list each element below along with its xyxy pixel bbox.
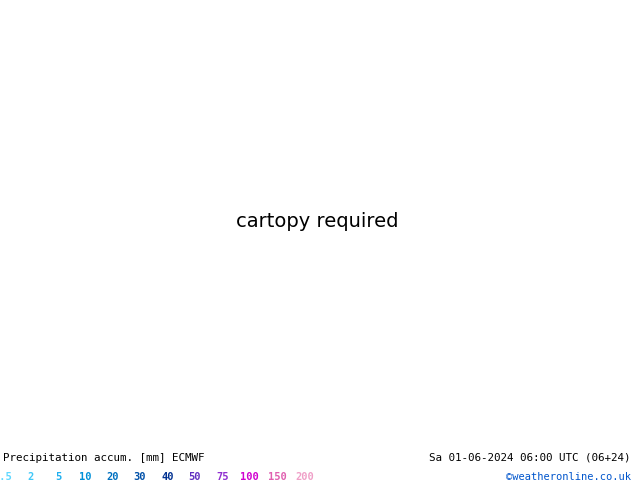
Text: ©weatheronline.co.uk: ©weatheronline.co.uk (506, 471, 631, 482)
Text: 200: 200 (295, 471, 314, 482)
Text: 75: 75 (216, 471, 228, 482)
Text: 5: 5 (55, 471, 61, 482)
Text: 2: 2 (27, 471, 34, 482)
Text: 150: 150 (268, 471, 287, 482)
Text: 0.5: 0.5 (0, 471, 13, 482)
Text: 100: 100 (240, 471, 259, 482)
Text: 10: 10 (79, 471, 91, 482)
Text: 50: 50 (188, 471, 201, 482)
Text: 40: 40 (161, 471, 174, 482)
Text: cartopy required: cartopy required (236, 212, 398, 231)
Text: Precipitation accum. [mm] ECMWF: Precipitation accum. [mm] ECMWF (3, 453, 205, 463)
Text: Sa 01-06-2024 06:00 UTC (06+24): Sa 01-06-2024 06:00 UTC (06+24) (429, 453, 631, 463)
Text: 20: 20 (107, 471, 119, 482)
Text: 30: 30 (134, 471, 146, 482)
